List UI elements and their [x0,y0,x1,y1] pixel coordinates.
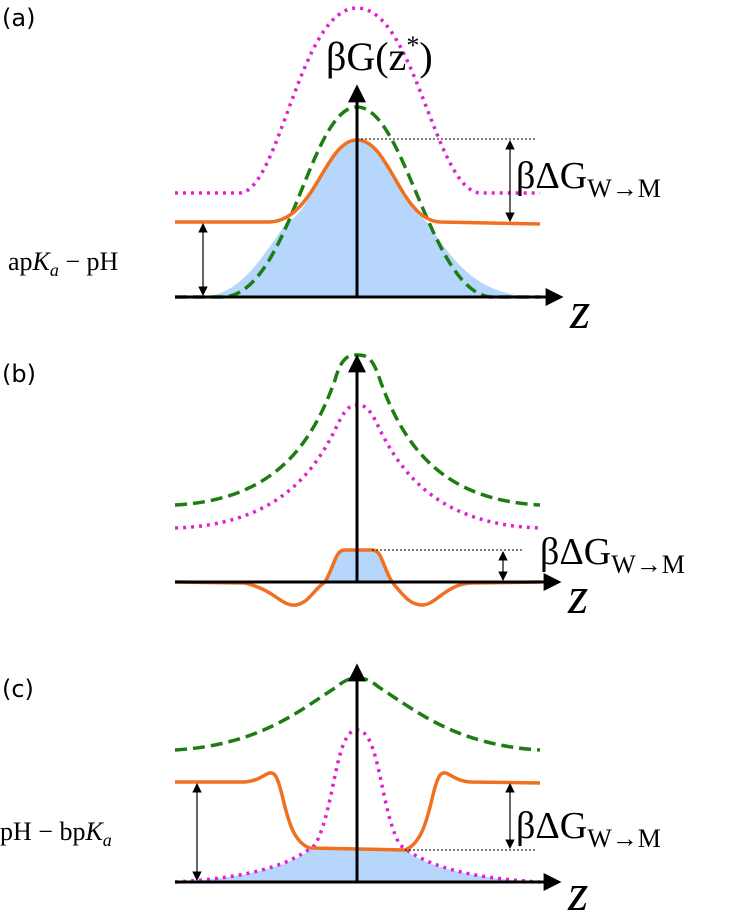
panel-a: (a) βG(z*) z βΔGW→M apKa − pH [2,4,661,340]
text-part: βG(z [326,34,406,79]
panel-label: (b) [2,360,36,388]
text-part: − pH [59,247,119,276]
text-part: W→M [611,550,685,579]
text-part: W→M [587,824,661,853]
annotation: βΔGW→M [516,155,661,203]
text-part: ) [419,34,432,79]
text-part: K [32,247,52,276]
annotation: βΔGW→M [540,531,685,579]
annotation: βΔGW→M [516,805,661,853]
shaded-area [200,140,530,297]
dotted-curve [175,6,540,195]
x-axis-label: z [567,568,588,625]
text-part: pH − bp [0,817,85,846]
panel-b: (b) βΔGW→M z [2,353,685,625]
text-part: * [406,31,419,60]
text-part: ap [8,247,33,276]
panel-c: (c) βΔGW→M pH − bpKa z [0,663,661,914]
text-part: βΔG [516,805,587,847]
text-part: βΔG [540,531,611,573]
x-axis-label: z [567,865,588,914]
text-part: βΔG [516,155,587,197]
text-part: a [103,830,112,850]
annotation: apKa − pH [8,247,119,280]
annotation: pH − bpKa [0,817,112,850]
panel-label: (a) [2,4,35,32]
y-axis-label: βG(z*) [326,31,433,79]
text-part: W→M [587,174,661,203]
text-part: a [50,260,59,280]
x-axis-label: z [569,283,590,340]
text-part: K [84,817,104,846]
panel-label: (c) [2,675,34,703]
